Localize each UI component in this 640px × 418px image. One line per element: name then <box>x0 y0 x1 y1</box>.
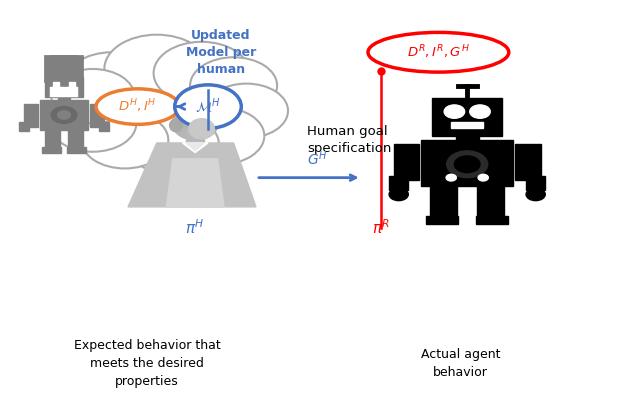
Bar <box>476 216 508 224</box>
Circle shape <box>190 57 277 114</box>
Ellipse shape <box>368 33 509 72</box>
Ellipse shape <box>96 89 179 125</box>
Text: Expected behavior that
meets the desired
properties: Expected behavior that meets the desired… <box>74 339 221 388</box>
Circle shape <box>180 176 193 184</box>
Circle shape <box>526 188 545 201</box>
Text: $\mathcal{M}^H$: $\mathcal{M}^H$ <box>195 97 221 116</box>
Polygon shape <box>166 159 224 207</box>
Circle shape <box>64 52 160 115</box>
Circle shape <box>446 174 456 181</box>
Text: $\pi^R$: $\pi^R$ <box>372 219 390 237</box>
Bar <box>421 140 513 186</box>
Bar <box>456 135 479 141</box>
Bar <box>45 129 60 148</box>
Circle shape <box>179 165 198 178</box>
Polygon shape <box>128 143 256 207</box>
Bar <box>432 98 502 136</box>
Bar <box>451 122 483 128</box>
Bar <box>477 185 504 217</box>
Circle shape <box>177 107 264 164</box>
Text: $D^R, I^R, G^H$: $D^R, I^R, G^H$ <box>407 43 470 61</box>
Circle shape <box>154 42 250 104</box>
Text: $D^H, I^H$: $D^H, I^H$ <box>118 98 157 115</box>
Ellipse shape <box>172 107 218 140</box>
Circle shape <box>454 156 480 173</box>
Bar <box>186 130 204 143</box>
Text: Actual agent
behavior: Actual agent behavior <box>421 348 500 379</box>
Circle shape <box>478 174 488 181</box>
Bar <box>389 176 408 190</box>
Text: Human goal
specification: Human goal specification <box>307 125 392 155</box>
Bar <box>430 185 457 217</box>
Circle shape <box>51 69 134 123</box>
Circle shape <box>81 112 168 168</box>
Circle shape <box>178 150 206 169</box>
Circle shape <box>389 188 408 201</box>
Polygon shape <box>182 143 208 153</box>
Bar <box>58 97 70 101</box>
Polygon shape <box>186 143 204 150</box>
Bar <box>426 216 458 224</box>
Bar <box>40 100 88 130</box>
Circle shape <box>470 105 490 118</box>
Circle shape <box>51 107 77 123</box>
Ellipse shape <box>189 119 214 139</box>
Circle shape <box>58 111 70 119</box>
Circle shape <box>49 95 136 152</box>
Ellipse shape <box>170 119 182 132</box>
Circle shape <box>205 84 288 138</box>
Bar <box>515 144 541 180</box>
Bar <box>90 104 104 127</box>
Bar <box>24 104 38 127</box>
Bar <box>45 77 83 97</box>
Bar <box>67 147 86 153</box>
Bar <box>19 122 29 131</box>
Bar <box>99 122 109 131</box>
Bar <box>68 129 83 148</box>
Text: Updated
Model per
human: Updated Model per human <box>186 29 256 76</box>
Bar <box>394 144 419 180</box>
Bar <box>526 176 545 190</box>
Circle shape <box>444 105 465 118</box>
Bar <box>42 147 61 153</box>
Circle shape <box>175 85 241 128</box>
Circle shape <box>447 151 488 178</box>
Text: $\pi^H$: $\pi^H$ <box>186 219 205 237</box>
Circle shape <box>127 114 219 174</box>
Circle shape <box>104 35 209 103</box>
Text: $G^H$: $G^H$ <box>307 150 328 168</box>
